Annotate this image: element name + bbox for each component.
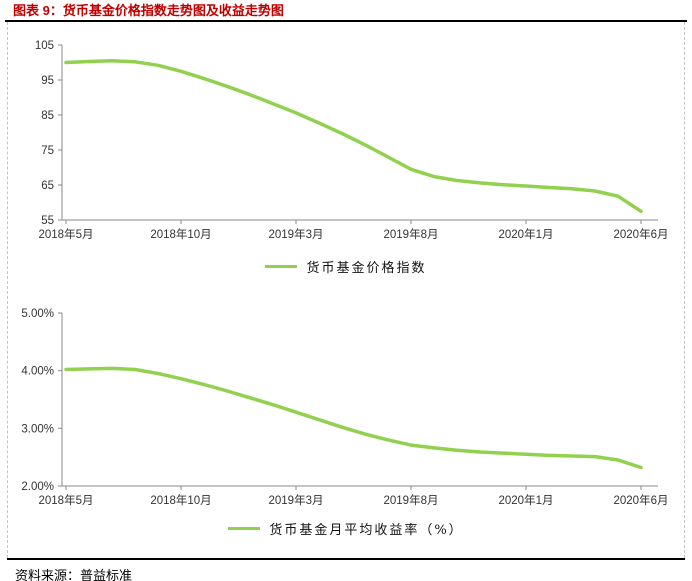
source-note: 资料来源：普益标准	[7, 558, 685, 581]
price-index-chart: 55 65 75 85 95 105 2018年5月 2018年10月 2019年3月 2019年…	[35, 40, 669, 241]
y-tick-label: 3.00%	[21, 423, 54, 435]
y-tick-label: 105	[35, 40, 54, 52]
y-tick-label: 95	[41, 75, 54, 87]
y-tick-label: 75	[41, 145, 54, 157]
x-tick-label: 2019年8月	[384, 227, 439, 241]
yield-chart: 2.00% 3.00% 4.00% 5.00% 2018年5月 2018年10月 2019年…	[21, 308, 669, 507]
yield-legend: 货币基金月平均收益率（%）	[8, 510, 684, 546]
charts-area: 55 65 75 85 95 105 2018年5月 2018年10月 2019年3月 2019年…	[7, 22, 685, 558]
x-tick-label: 2020年6月	[614, 227, 669, 241]
price-index-legend-label: 货币基金价格指数	[306, 260, 427, 276]
x-tick-label: 2020年1月	[499, 493, 554, 507]
y-tick-label: 4.00%	[21, 366, 54, 378]
figure-title: 图表 9：货币基金价格指数走势图及收益走势图	[5, 0, 687, 22]
series-line	[64, 59, 643, 214]
x-tick-label: 2019年3月	[269, 493, 324, 507]
y-tick-label: 2.00%	[21, 481, 54, 493]
x-tick-label: 2019年3月	[269, 227, 324, 241]
x-tick-label: 2018年5月	[39, 493, 94, 507]
legend-line-swatch	[228, 526, 261, 530]
y-tick-label: 85	[41, 110, 54, 122]
y-tick-label: 55	[41, 215, 54, 227]
series-line	[64, 366, 643, 470]
yield-legend-label: 货币基金月平均收益率（%）	[269, 522, 464, 538]
price-index-legend: 货币基金价格指数	[8, 248, 684, 284]
x-tick-label: 2018年10月	[150, 227, 211, 241]
x-tick-label: 2018年10月	[150, 493, 211, 507]
x-tick-label: 2020年1月	[499, 227, 554, 241]
y-tick-label: 5.00%	[21, 308, 54, 320]
legend-line-swatch	[265, 264, 298, 268]
x-tick-label: 2018年5月	[39, 227, 94, 241]
x-tick-label: 2019年8月	[384, 493, 439, 507]
x-tick-label: 2020年6月	[614, 493, 669, 507]
y-tick-label: 65	[41, 180, 54, 192]
